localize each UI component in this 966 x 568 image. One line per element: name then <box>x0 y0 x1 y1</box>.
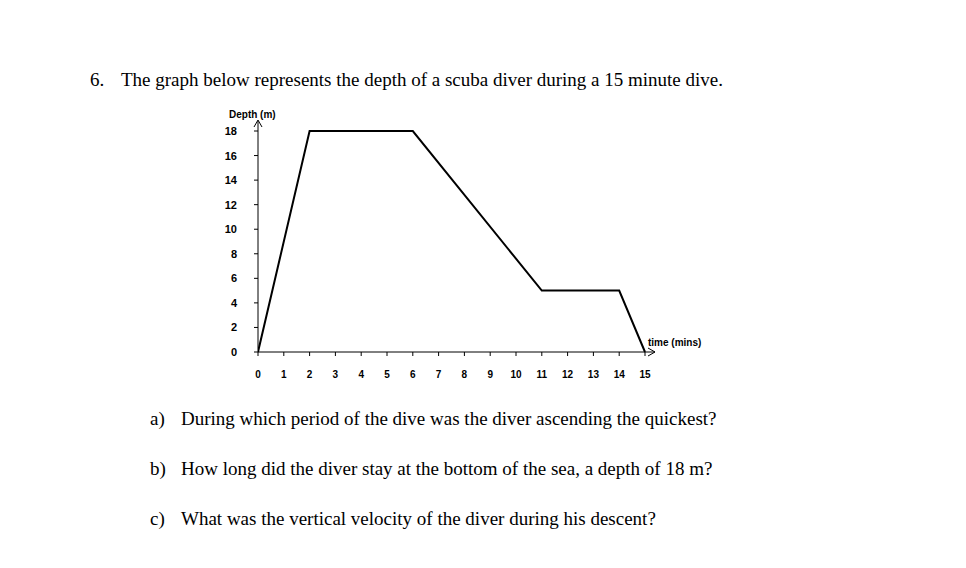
x-tick <box>541 352 542 356</box>
y-tick-label: 18 <box>225 125 237 137</box>
part-text: During which period of the dive was the … <box>181 408 717 429</box>
x-tick-label: 0 <box>255 369 261 380</box>
x-tick <box>490 352 491 356</box>
part-label: b) <box>150 458 166 480</box>
y-tick-label: 16 <box>225 150 237 162</box>
x-tick <box>412 352 413 356</box>
y-tick <box>254 229 258 230</box>
part-text: How long did the diver stay at the botto… <box>181 458 712 479</box>
x-tick-label: 11 <box>537 369 548 380</box>
x-tick-label: 12 <box>562 369 574 380</box>
y-tick-label: 14 <box>225 174 238 186</box>
x-tick <box>567 352 568 356</box>
x-tick-label: 10 <box>510 369 522 380</box>
x-tick <box>361 352 362 356</box>
x-tick <box>309 352 310 356</box>
y-axis-label: Depth (m) <box>229 109 276 120</box>
x-tick-label: 13 <box>588 369 600 380</box>
x-tick <box>464 352 465 356</box>
x-tick-label: 6 <box>410 369 416 380</box>
x-tick-label: 4 <box>358 369 364 380</box>
question-text: The graph below represents the depth of … <box>121 69 723 90</box>
y-tick-label: 0 <box>231 346 237 358</box>
depth-line <box>258 131 645 352</box>
y-arrow <box>254 120 262 127</box>
x-tick-label: 1 <box>281 369 287 380</box>
x-tick-label: 9 <box>487 369 493 380</box>
page: 6. The graph below represents the depth o… <box>0 0 966 568</box>
plot-area <box>258 131 645 352</box>
x-tick <box>593 352 594 356</box>
x-tick-label: 3 <box>333 369 339 380</box>
x-tick-label: 7 <box>436 369 442 380</box>
y-tick <box>254 278 258 279</box>
x-tick <box>438 352 439 356</box>
x-arrow <box>648 348 655 356</box>
y-tick <box>254 253 258 254</box>
x-tick <box>283 352 284 356</box>
y-tick-label: 4 <box>231 297 238 309</box>
y-tick-label: 12 <box>225 199 237 211</box>
x-tick <box>619 352 620 356</box>
x-tick-label: 2 <box>307 369 313 380</box>
part-label: c) <box>150 508 165 530</box>
y-tick-label: 10 <box>225 223 237 235</box>
x-tick-label: 15 <box>639 369 651 380</box>
x-tick <box>335 352 336 356</box>
x-tick <box>387 352 388 356</box>
y-tick-label: 6 <box>231 272 237 284</box>
y-tick <box>254 327 258 328</box>
part-label: a) <box>150 408 165 430</box>
x-tick <box>516 352 517 356</box>
y-tick-label: 8 <box>231 248 237 260</box>
part-text: What was the vertical velocity of the di… <box>181 508 656 529</box>
x-tick-label: 8 <box>462 369 468 380</box>
y-tick <box>254 352 258 353</box>
y-tick-label: 2 <box>231 321 237 333</box>
y-tick <box>254 204 258 205</box>
x-tick-label: 5 <box>384 369 390 380</box>
question-number: 6. <box>90 69 104 90</box>
x-tick-label: 14 <box>614 369 626 380</box>
x-axis-label: time (mins) <box>648 337 701 348</box>
x-tick <box>645 352 646 356</box>
x-tick <box>258 352 259 356</box>
y-tick <box>254 155 258 156</box>
x-axis <box>258 352 655 353</box>
y-tick <box>254 302 258 303</box>
y-tick <box>254 180 258 181</box>
y-tick <box>254 131 258 132</box>
